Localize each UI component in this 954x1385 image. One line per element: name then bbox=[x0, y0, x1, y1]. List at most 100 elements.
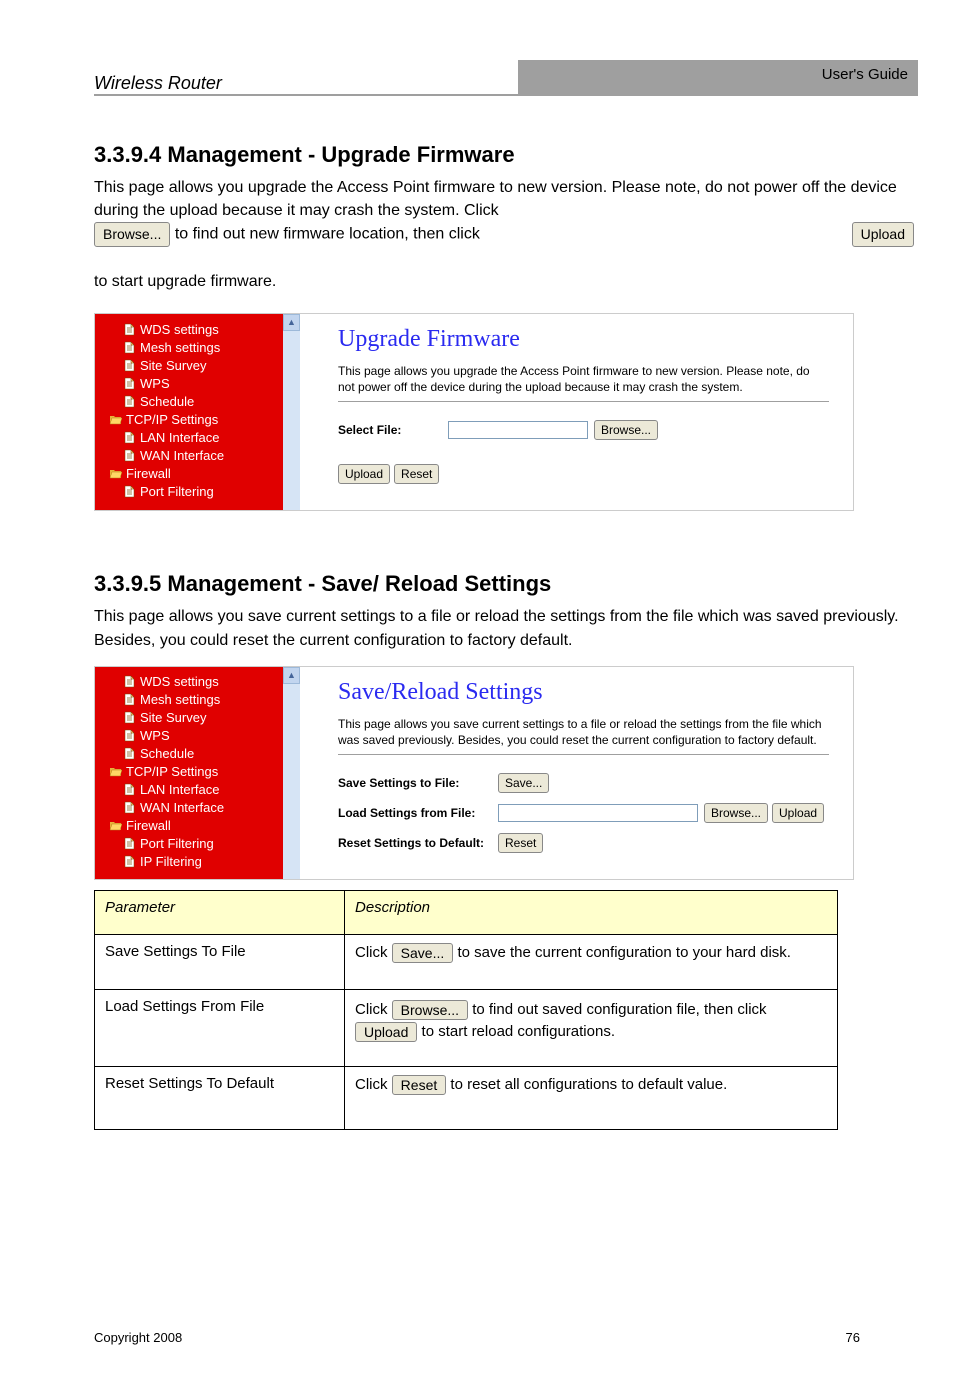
save-button-table[interactable]: Save... bbox=[392, 943, 454, 963]
nav-item[interactable]: Site Survey bbox=[95, 709, 283, 727]
cell-param-1: Load Settings From File bbox=[95, 990, 345, 1067]
section-firmware-body: This page allows you upgrade the Access … bbox=[94, 176, 914, 293]
file-icon bbox=[123, 341, 136, 354]
footer-left: Copyright 2008 bbox=[94, 1330, 182, 1345]
save-button-shot2[interactable]: Save... bbox=[498, 773, 549, 793]
file-icon bbox=[123, 485, 136, 498]
nav-label: WDS settings bbox=[140, 674, 219, 689]
nav-label: WDS settings bbox=[140, 322, 219, 337]
cell-param-0: Save Settings To File bbox=[95, 935, 345, 990]
browse-button-inline[interactable]: Browse... bbox=[94, 222, 170, 246]
nav-label: Site Survey bbox=[140, 358, 206, 373]
nav-label: Site Survey bbox=[140, 710, 206, 725]
nav-item[interactable]: LAN Interface bbox=[95, 781, 283, 799]
nav-item[interactable]: Mesh settings bbox=[95, 338, 283, 356]
nav-pane-1: WDS settingsMesh settings Site Survey WPSS… bbox=[95, 314, 283, 510]
scrollbar-1[interactable]: ▲ bbox=[283, 314, 300, 510]
header-right: User's Guide bbox=[518, 60, 918, 94]
file-icon bbox=[123, 711, 136, 724]
firmware-para1-cont: to find out new firmware location, then … bbox=[175, 226, 480, 243]
file-icon bbox=[123, 693, 136, 706]
upgrade-firmware-desc: This page allows you upgrade the Access … bbox=[338, 363, 829, 395]
nav-label: WPS bbox=[140, 376, 170, 391]
content-pane-1: Upgrade Firmware This page allows you up… bbox=[300, 314, 853, 510]
divider-2 bbox=[338, 754, 829, 755]
scroll-up-icon[interactable]: ▲ bbox=[283, 314, 300, 331]
select-file-label: Select File: bbox=[338, 423, 448, 437]
section-save-body: This page allows you save current settin… bbox=[94, 605, 914, 651]
save-reload-screenshot: WDS settings Mesh settingsSite Survey WPS S… bbox=[94, 666, 854, 880]
file-icon bbox=[123, 431, 136, 444]
load-file-input[interactable] bbox=[498, 804, 698, 822]
content-pane-2: Save/Reload Settings This page allows yo… bbox=[300, 667, 853, 879]
nav-item[interactable]: Schedule bbox=[95, 392, 283, 410]
nav-label: Port Filtering bbox=[140, 484, 214, 499]
nav-item[interactable]: WDS settings bbox=[95, 320, 283, 338]
firmware-para1: This page allows you upgrade the Access … bbox=[94, 179, 897, 219]
cell-desc-0: Click Save... to save the current config… bbox=[345, 935, 838, 990]
nav-pane-2: WDS settings Mesh settingsSite Survey WPS S… bbox=[95, 667, 283, 879]
save-reload-title: Save/Reload Settings bbox=[338, 679, 829, 706]
browse-button-shot1[interactable]: Browse... bbox=[594, 420, 658, 440]
nav-label: Port Filtering bbox=[140, 836, 214, 851]
nav-item[interactable]: Site Survey bbox=[95, 356, 283, 374]
load-from-file-label: Load Settings from File: bbox=[338, 806, 498, 820]
nav-item[interactable]: Port Filtering bbox=[95, 482, 283, 500]
table-row: Reset Settings To Default Click Reset to… bbox=[95, 1067, 838, 1130]
th-parameter: Parameter bbox=[95, 891, 345, 935]
upload-button-shot2[interactable]: Upload bbox=[772, 803, 824, 823]
reset-default-label: Reset Settings to Default: bbox=[338, 836, 498, 850]
select-file-input[interactable] bbox=[448, 421, 588, 439]
upload-button-inline[interactable]: Upload bbox=[852, 222, 914, 246]
nav-item[interactable]: WPS bbox=[95, 374, 283, 392]
scroll-up-icon-2[interactable]: ▲ bbox=[283, 667, 300, 684]
file-icon bbox=[123, 783, 136, 796]
browse-button-shot2[interactable]: Browse... bbox=[704, 803, 768, 823]
file-icon bbox=[123, 377, 136, 390]
folder-icon bbox=[109, 765, 122, 778]
reset-button-table[interactable]: Reset bbox=[392, 1075, 447, 1095]
folder-icon bbox=[109, 413, 122, 426]
params-table: Parameter Description Save Settings To F… bbox=[94, 890, 838, 1130]
nav-label: WPS bbox=[140, 728, 170, 743]
nav-item[interactable]: WAN Interface bbox=[95, 446, 283, 464]
nav-item[interactable]: Mesh settings bbox=[95, 691, 283, 709]
nav-item[interactable]: Firewall bbox=[95, 817, 283, 835]
reset-button-shot2[interactable]: Reset bbox=[498, 833, 543, 853]
scrollbar-2[interactable]: ▲ bbox=[283, 667, 300, 879]
nav-item[interactable]: WPS bbox=[95, 727, 283, 745]
nav-item[interactable]: Firewall bbox=[95, 464, 283, 482]
header-rule bbox=[94, 94, 918, 96]
file-icon bbox=[123, 449, 136, 462]
reset-button-shot1[interactable]: Reset bbox=[394, 464, 439, 484]
nav-label: IP Filtering bbox=[140, 854, 202, 869]
save-to-file-label: Save Settings to File: bbox=[338, 776, 498, 790]
th-description: Description bbox=[345, 891, 838, 935]
nav-item[interactable]: LAN Interface bbox=[95, 428, 283, 446]
upgrade-firmware-screenshot: WDS settingsMesh settingsSite SurveyWPSS… bbox=[94, 313, 854, 511]
file-icon bbox=[123, 395, 136, 408]
nav-item[interactable]: TCP/IP Settings bbox=[95, 410, 283, 428]
nav-item[interactable]: WDS settings bbox=[95, 673, 283, 691]
upload-button-table[interactable]: Upload bbox=[355, 1022, 417, 1042]
table-row: Save Settings To File Click Save... to s… bbox=[95, 935, 838, 990]
nav-label: Firewall bbox=[126, 818, 171, 833]
nav-item[interactable]: IP Filtering bbox=[95, 853, 283, 871]
nav-item[interactable]: TCP/IP Settings bbox=[95, 763, 283, 781]
nav-item[interactable]: WAN Interface bbox=[95, 799, 283, 817]
file-icon bbox=[123, 323, 136, 336]
file-icon bbox=[123, 729, 136, 742]
browse-button-table[interactable]: Browse... bbox=[392, 1000, 468, 1020]
nav-item[interactable]: Schedule bbox=[95, 745, 283, 763]
upload-button-shot1[interactable]: Upload bbox=[338, 464, 390, 484]
firmware-para1-end: to start upgrade firmware. bbox=[94, 273, 276, 290]
cell-param-2: Reset Settings To Default bbox=[95, 1067, 345, 1130]
nav-item[interactable]: Port Filtering bbox=[95, 835, 283, 853]
cell-desc-1: Click Browse... to find out saved config… bbox=[345, 990, 838, 1067]
nav-label: WAN Interface bbox=[140, 448, 224, 463]
table-row: Load Settings From File Click Browse... … bbox=[95, 990, 838, 1067]
file-icon bbox=[123, 747, 136, 760]
file-icon bbox=[123, 855, 136, 868]
nav-label: LAN Interface bbox=[140, 430, 220, 445]
file-icon bbox=[123, 837, 136, 850]
